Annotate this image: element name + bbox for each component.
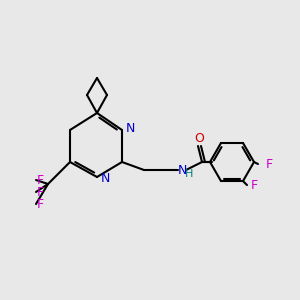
Text: F: F [36,197,43,211]
Text: F: F [251,178,258,192]
Text: N: N [178,164,188,176]
Text: F: F [36,173,43,187]
Text: N: N [101,172,110,184]
Text: N: N [126,122,135,136]
Text: F: F [36,185,43,199]
Text: H: H [185,169,194,179]
Text: O: O [194,133,204,146]
Text: F: F [266,158,273,170]
